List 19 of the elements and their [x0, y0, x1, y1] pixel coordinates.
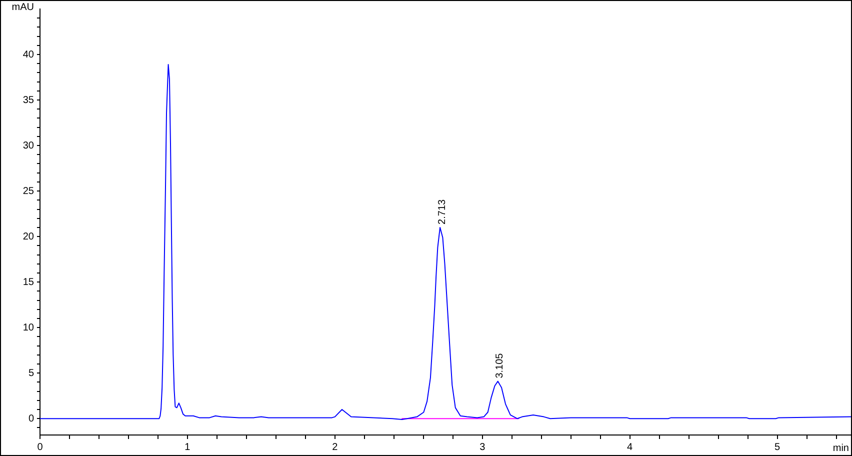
y-tick-label: 10	[22, 322, 34, 334]
y-tick-label: 0	[28, 413, 34, 424]
y-tick-label: 35	[22, 94, 34, 106]
x-axis-title: min	[832, 442, 849, 454]
y-tick-label: 40	[22, 49, 34, 60]
x-tick-label: 1	[184, 442, 191, 453]
y-tick-label: 20	[22, 231, 34, 242]
y-axis-title: mAU	[12, 2, 34, 13]
x-tick-label: 4	[627, 442, 634, 453]
annotation: 3.105	[494, 352, 506, 378]
y-tick-label: 30	[22, 140, 34, 152]
x-tick-label: 0	[37, 442, 44, 453]
x-tick-label: 5	[774, 442, 780, 453]
y-tick-label: 5	[28, 368, 34, 379]
y-tick-label: 25	[22, 186, 34, 197]
x-tick-label: 2	[332, 442, 338, 453]
annotation: 2.713	[436, 199, 448, 224]
y-tick-label: 15	[22, 276, 34, 288]
x-tick-label: 3	[480, 442, 486, 453]
